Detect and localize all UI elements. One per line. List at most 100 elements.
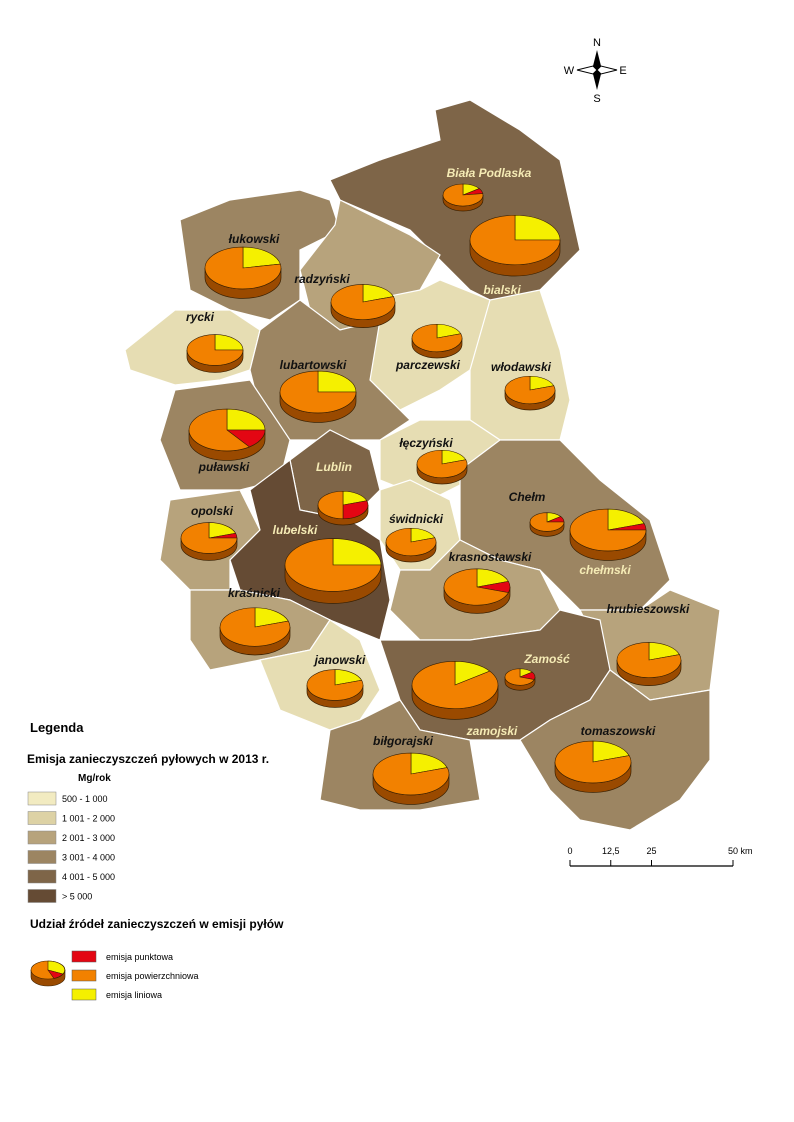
legend-pie-slice — [47, 969, 64, 979]
scale-label: 0 — [567, 846, 572, 856]
district-label: łęczyński — [399, 436, 453, 450]
district-label: parczewski — [395, 358, 461, 372]
pie-slice — [616, 642, 682, 678]
pie-slice — [514, 214, 561, 241]
compass-e: E — [619, 65, 626, 77]
pie-slice — [442, 183, 484, 207]
legend-swatch — [27, 850, 57, 864]
pie-slice — [410, 752, 448, 775]
pie-slice — [332, 538, 382, 566]
pie-slice — [554, 740, 632, 784]
pie-slice — [242, 246, 281, 269]
district-label: bialski — [483, 283, 521, 297]
legend-label: 2 001 - 3 000 — [62, 833, 115, 843]
compass-needle — [596, 65, 618, 75]
district-label: lubartowski — [280, 358, 347, 372]
pie-slice — [385, 527, 437, 557]
pie-slice — [306, 669, 364, 701]
district-label: biłgorajski — [373, 734, 434, 748]
pie-slice — [180, 522, 238, 554]
pie-slice — [226, 408, 266, 431]
pie-slice — [411, 323, 463, 353]
district-label: rycki — [186, 310, 215, 324]
district-label: lubelski — [273, 523, 318, 537]
scale-label: 50 km — [728, 846, 753, 856]
district-label: Biała Podlaska — [447, 166, 532, 180]
pie-slice — [279, 370, 357, 414]
compass-w: W — [564, 65, 575, 77]
legend-swatch — [71, 988, 97, 1001]
pie-slice — [254, 607, 289, 628]
legend-classes-title: Emisja zanieczyszczeń pyłowych w 2013 r. — [27, 752, 269, 766]
legend-label: 1 001 - 2 000 — [62, 814, 115, 824]
district-label: krasnostawski — [449, 550, 532, 564]
pie-slice — [504, 375, 556, 405]
pie-slice — [342, 500, 369, 520]
compass-needle — [576, 65, 598, 75]
pie-slice — [214, 334, 244, 351]
district-label: puławski — [198, 460, 250, 474]
legend-swatch — [27, 830, 57, 845]
legend-label: emisja powierzchniowa — [106, 971, 199, 981]
legend-swatch — [71, 969, 97, 982]
compass-n: N — [593, 37, 601, 49]
scale-label: 25 — [646, 846, 656, 856]
compass-s: S — [593, 93, 600, 105]
district-label: opolski — [191, 504, 234, 518]
pie-slice — [476, 568, 509, 588]
district-label: Chełm — [509, 490, 546, 504]
legend-label: emisja liniowa — [106, 990, 162, 1000]
district-label: tomaszowski — [581, 724, 656, 738]
legend-label: > 5 000 — [62, 892, 92, 902]
scale-label: 12,5 — [602, 846, 620, 856]
district-label: zamojski — [466, 724, 518, 738]
labels: Biała Podlaska bialski łukowski radzyński ry… — [186, 166, 690, 748]
legend-pie-slice — [47, 960, 66, 975]
legend-label: 4 001 - 5 000 — [62, 872, 115, 882]
pie-slice — [372, 752, 450, 796]
pie-slice — [648, 642, 680, 661]
compass-needle — [593, 50, 601, 70]
pie-slice — [416, 449, 468, 479]
district-label: włodawski — [491, 360, 552, 374]
legend-swatch — [71, 950, 97, 963]
district-label: kraśnicki — [228, 586, 281, 600]
legend-unit: Mg/rok — [78, 773, 111, 784]
scale-bar: 0 12,5 25 50 km — [567, 846, 753, 867]
district-label: świdnicki — [389, 512, 444, 526]
legend-label: emisja punktowa — [106, 952, 173, 962]
pie-slice — [219, 607, 291, 647]
district-label: łukowski — [229, 232, 280, 246]
pie-slice — [607, 508, 645, 531]
pie-slice — [362, 284, 394, 303]
district-label: janowski — [313, 653, 366, 667]
pie-slice — [317, 490, 344, 520]
legend-swatch — [27, 811, 57, 825]
legend-title: Legenda — [30, 720, 84, 735]
legend-swatch — [27, 889, 57, 903]
pie-slice — [443, 568, 509, 606]
pie-slice — [317, 370, 357, 393]
pie-slice — [330, 284, 396, 320]
pie-slice — [569, 508, 647, 552]
pie-slice — [592, 740, 630, 763]
pie-slice — [411, 661, 499, 709]
legend-swatch — [27, 791, 57, 806]
pie-slice — [529, 512, 565, 532]
district-label: hrubieszowski — [607, 602, 690, 616]
pie-slice — [284, 538, 382, 592]
pie-slice — [188, 408, 250, 452]
district-label: Lublin — [316, 460, 352, 474]
pie-slice — [204, 246, 282, 290]
pies — [180, 183, 682, 805]
legend-swatch — [27, 869, 57, 884]
legend-label: 3 001 - 4 000 — [62, 853, 115, 863]
pie-slice — [469, 214, 561, 266]
legend-label: 500 - 1 000 — [62, 794, 108, 804]
compass-needle — [593, 70, 601, 90]
district-label: Zamość — [523, 652, 570, 666]
district-label: chełmski — [579, 563, 631, 577]
legend-sources-title: Udział źródeł zanieczyszczeń w emisji py… — [30, 917, 284, 931]
district-label: radzyński — [294, 272, 350, 286]
